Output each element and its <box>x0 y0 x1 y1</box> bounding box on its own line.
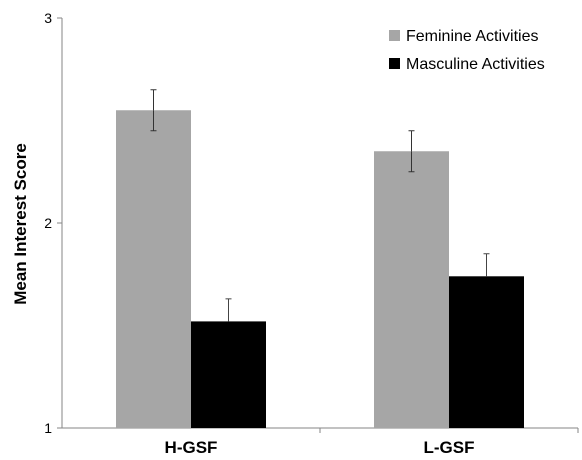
y-ticks: 1 2 3 <box>44 10 579 436</box>
x-tick-label: L-GSF <box>424 438 475 457</box>
x-tick-label: H-GSF <box>165 438 218 457</box>
y-tick-label: 1 <box>44 420 52 436</box>
y-tick-label: 2 <box>44 215 52 231</box>
legend-label: Masculine Activities <box>406 56 545 73</box>
legend-label: Feminine Activities <box>406 28 539 45</box>
y-tick-label: 3 <box>44 10 52 26</box>
bar <box>374 151 449 428</box>
legend-swatch <box>389 30 400 41</box>
bar <box>449 276 524 428</box>
legend-swatch <box>389 58 400 69</box>
bar <box>191 321 266 428</box>
bars <box>116 110 524 428</box>
x-tick-labels: H-GSF L-GSF <box>165 438 475 457</box>
bar <box>116 110 191 428</box>
y-axis-title: Mean Interest Score <box>11 143 30 305</box>
error-bars <box>150 89 490 322</box>
legend: Feminine Activities Masculine Activities <box>389 28 545 73</box>
